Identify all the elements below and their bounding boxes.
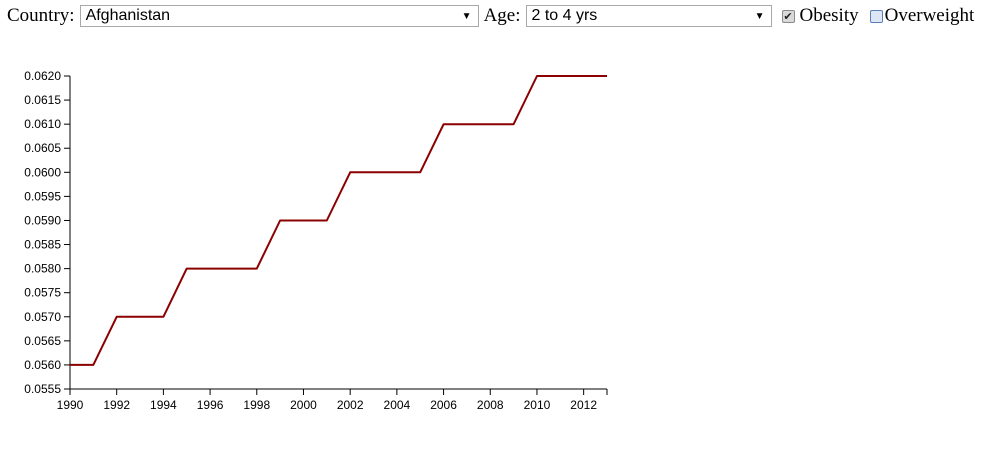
obesity-label: Obesity [799,5,859,26]
x-tick-label: 2002 [337,398,364,412]
age-select[interactable]: 2 to 4 yrs ▼ [525,5,772,27]
obesity-toggle[interactable]: ✔ Obesity [781,5,864,27]
y-tick-label: 0.0610 [24,117,61,131]
x-tick-label: 1990 [57,398,84,412]
y-tick-label: 0.0585 [24,238,61,252]
x-tick-label: 2006 [430,398,457,412]
overweight-checkbox[interactable] [869,9,883,23]
x-tick-label: 2004 [384,398,411,412]
y-tick-label: 0.0575 [24,286,61,300]
y-tick-label: 0.0595 [24,189,61,203]
x-tick-label: 1996 [197,398,224,412]
controls-bar: Country: Afghanistan ▼ Age: 2 to 4 yrs ▼… [7,4,979,28]
y-tick-label: 0.0615 [24,93,61,107]
country-label: Country: [7,5,75,26]
age-select-value: 2 to 4 yrs [531,7,598,24]
overweight-label: Overweight [884,5,975,26]
y-tick-label: 0.0605 [24,141,61,155]
dropdown-arrow-icon: ▼ [461,11,472,22]
country-select[interactable]: Afghanistan ▼ [79,5,479,27]
x-tick-label: 2008 [477,398,504,412]
country-select-value: Afghanistan [85,7,171,24]
y-tick-label: 0.0580 [24,262,61,276]
x-tick-label: 1992 [103,398,130,412]
y-tick-label: 0.0565 [24,334,61,348]
y-tick-label: 0.0590 [24,213,61,227]
overweight-toggle[interactable]: Overweight [869,5,980,27]
y-tick-label: 0.0600 [24,165,61,179]
age-label: Age: [483,5,521,26]
x-tick-label: 1998 [243,398,270,412]
y-tick-label: 0.0620 [24,69,61,83]
x-tick-label: 2010 [524,398,551,412]
x-tick-label: 2012 [570,398,597,412]
dropdown-arrow-icon: ▼ [754,11,765,22]
series-line [70,75,607,366]
y-tick-label: 0.0555 [24,382,61,396]
obesity-checkbox[interactable]: ✔ [781,9,795,23]
x-tick-label: 1994 [150,398,177,412]
checkmark-icon: ✔ [783,9,793,23]
x-tick-label: 2000 [290,398,317,412]
y-tick-label: 0.0560 [24,358,61,372]
y-tick-label: 0.0570 [24,310,61,324]
